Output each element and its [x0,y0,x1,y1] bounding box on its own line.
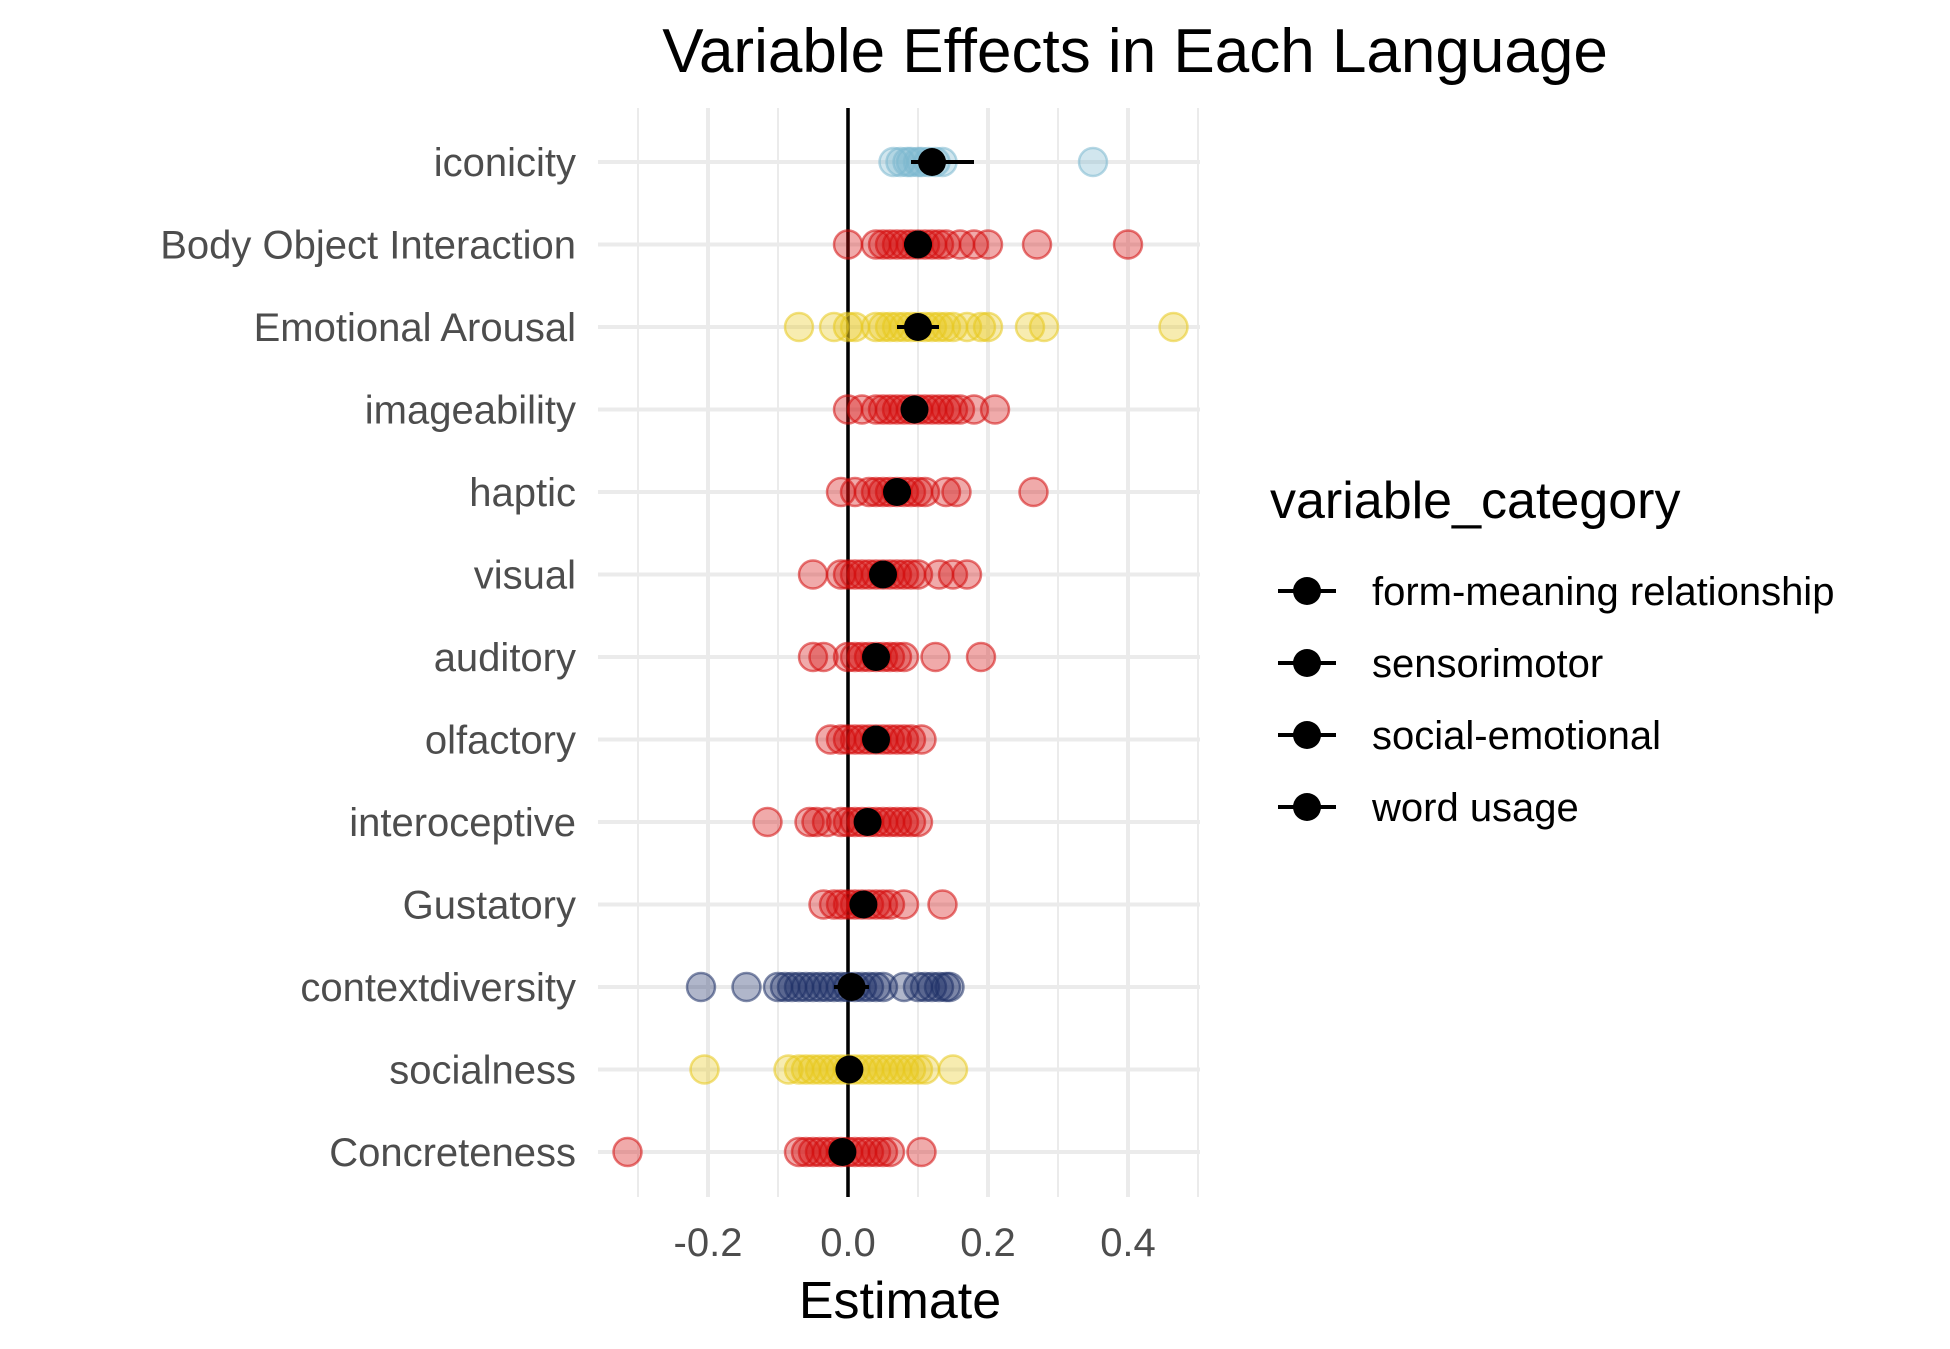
y-tick-label: Body Object Interaction [160,224,576,268]
legend-key-point [1293,793,1321,821]
estimate-point [900,395,929,424]
estimate-point [853,808,882,836]
legend-entry: word usage [1278,786,1579,830]
x-axis: -0.2 0.0 0.2 0.4 [674,1221,1156,1265]
estimate-point [862,725,890,754]
language-point [797,559,829,590]
y-axis: iconicity Body Object Interaction Emotiona… [160,141,576,1175]
language-point [1018,476,1049,508]
estimate-point [837,973,866,1001]
language-point [902,559,934,590]
language-point [941,476,972,508]
language-point [689,1054,720,1085]
language-point [895,724,927,755]
legend: variable_category form-meaning relations… [1270,472,1834,830]
y-tick-label: visual [474,554,576,598]
legend-entry: sensorimotor [1278,642,1603,686]
language-point [902,1054,934,1085]
language-point [773,1054,804,1085]
legend-title: variable_category [1270,472,1680,530]
legend-key-point [1293,577,1321,605]
language-point [937,394,969,425]
language-point [808,889,839,920]
language-point [937,1054,969,1085]
y-tick-label: Concreteness [329,1131,576,1175]
language-point [895,806,927,838]
language-point [832,229,864,260]
legend-label: word usage [1371,786,1579,830]
estimate-point [883,478,911,506]
language-point [752,806,783,838]
y-tick-label: haptic [469,471,576,515]
language-point [888,641,920,673]
legend-label: sensorimotor [1372,642,1603,686]
estimate-point [869,560,897,589]
language-point [1028,311,1060,343]
language-point [685,971,717,1003]
legend-label: social-emotional [1372,714,1661,758]
language-point [965,641,997,673]
y-tick-label: imageability [365,389,576,433]
y-tick-label: olfactory [425,719,576,763]
legend-key-point [1293,649,1321,677]
estimate-point [862,643,890,671]
language-point [927,889,958,920]
legend-entries: form-meaning relationship sensorimotor soc… [1278,570,1834,830]
language-point [1021,229,1053,260]
language-point [979,394,1011,425]
estimate-point [849,890,878,919]
language-point [794,806,825,838]
language-point [965,311,997,343]
legend-label: form-meaning relationship [1372,570,1834,614]
language-point [801,806,832,838]
estimate-point [904,230,932,259]
y-tick-label: contextdiversity [300,966,576,1010]
x-tick-label: -0.2 [674,1221,743,1265]
y-tick-label: Emotional Arousal [254,306,576,350]
language-point [1158,311,1189,343]
estimate-point [918,148,946,176]
language-point [920,641,951,673]
y-tick-label: auditory [434,636,576,680]
chart-title: Variable Effects in Each Language [662,17,1608,86]
y-tick-label: interoceptive [349,801,576,845]
language-point [1077,146,1109,178]
language-point [867,1136,899,1168]
y-tick-label: Gustatory [403,884,576,928]
x-axis-label: Estimate [799,1272,1001,1330]
language-point [874,1136,906,1168]
language-point [815,724,846,755]
y-tick-label: iconicity [434,141,576,185]
language-point [808,641,839,673]
language-point [906,724,937,755]
language-point [923,971,955,1003]
estimate-point [828,1138,857,1166]
language-point [930,476,962,508]
estimate-point [904,313,932,341]
summary-layer [828,148,974,1166]
language-point [797,641,829,673]
language-point [934,971,965,1003]
y-tick-label: socialness [389,1049,576,1093]
language-point [612,1136,643,1168]
language-point [906,1136,937,1168]
legend-entry: form-meaning relationship [1278,570,1834,614]
language-point [972,311,1004,343]
language-point [909,1054,941,1085]
language-point [958,394,990,425]
language-point [1112,229,1144,260]
language-point [951,559,983,590]
language-point [902,806,934,838]
estimate-point [835,1055,864,1084]
x-tick-label: 0.2 [960,1221,1016,1265]
language-point [972,229,1004,260]
legend-entry: social-emotional [1278,714,1661,758]
x-tick-label: 0.0 [820,1221,876,1265]
language-point [783,311,815,343]
language-point [731,971,762,1003]
language-point [888,889,920,920]
x-tick-label: 0.4 [1100,1221,1156,1265]
legend-key-point [1293,721,1321,749]
